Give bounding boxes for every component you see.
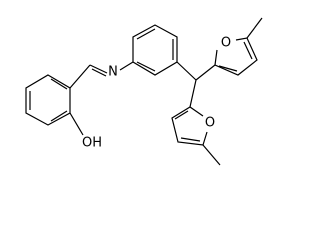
bond	[50, 110, 68, 122]
atom-label: N	[108, 65, 118, 80]
bond	[136, 61, 156, 72]
bond	[218, 65, 238, 72]
bond	[91, 68, 107, 77]
ring	[214, 37, 258, 76]
page: N OH O O (() => { const data = JSON.pars…	[25, 17, 263, 166]
atom-label: OH	[82, 136, 102, 151]
bond	[174, 110, 189, 120]
ring	[25, 74, 71, 126]
bond	[119, 61, 134, 71]
bond	[246, 17, 263, 39]
bonds	[25, 17, 263, 166]
bond	[180, 137, 201, 142]
bond	[189, 79, 197, 108]
bond	[202, 144, 221, 166]
bond	[136, 28, 156, 40]
bond	[243, 41, 253, 60]
structure: N OH O O	[25, 17, 263, 166]
bond	[176, 61, 197, 81]
bond	[69, 64, 91, 89]
atom-label: O	[205, 116, 215, 131]
ring	[171, 106, 208, 146]
bond	[50, 78, 68, 90]
bond	[69, 112, 84, 136]
atom-label: O	[221, 36, 231, 51]
bond	[89, 64, 108, 74]
bond	[195, 64, 216, 81]
ring	[132, 24, 178, 76]
